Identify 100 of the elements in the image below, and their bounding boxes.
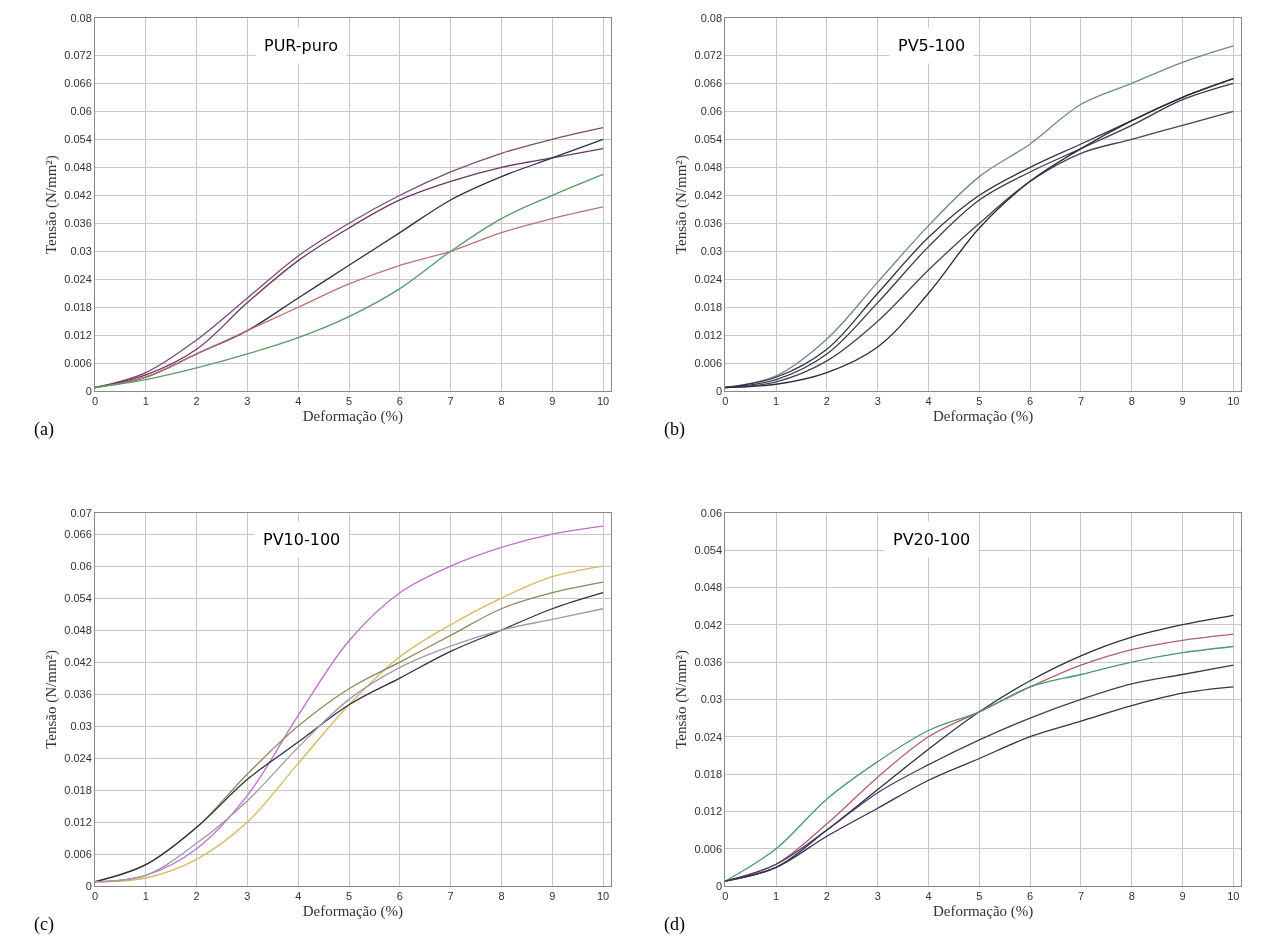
- y-tick-label: 0.066: [64, 527, 92, 540]
- y-tick-label: 0.006: [64, 847, 92, 860]
- y-tick-label: 0.06: [70, 105, 92, 118]
- x-tick-label: 9: [549, 395, 556, 408]
- x-tick-label: 4: [925, 890, 932, 903]
- x-tick-label: 4: [295, 395, 302, 408]
- x-tick-label: 8: [498, 395, 505, 408]
- y-tick-label: 0.03: [70, 719, 92, 732]
- text: (b): [664, 419, 685, 440]
- y-tick-label: 0.03: [70, 245, 92, 258]
- y-tick-label: 0.048: [64, 161, 92, 174]
- y-tick-label: 0.054: [64, 591, 92, 604]
- y-tick-label: 0.066: [694, 77, 723, 90]
- x-tick-label: 7: [1077, 395, 1085, 408]
- y-axis-title: Tensão (N/mm²): [672, 155, 690, 255]
- x-axis-title: Deformação (%): [932, 903, 1034, 921]
- y-tick-label: 0.024: [694, 730, 723, 743]
- x-tick-label: 5: [976, 395, 983, 408]
- x-tick-label: 2: [823, 395, 830, 408]
- y-tick-label: 0.03: [700, 693, 723, 706]
- y-tick-label: 0: [715, 385, 723, 398]
- y-axis-title: Tensão (N/mm²): [42, 649, 60, 749]
- y-tick-label: 0.03: [700, 245, 723, 258]
- x-axis-title: Deformação (%): [932, 408, 1034, 426]
- y-tick-label: 0.024: [64, 751, 92, 764]
- text: (a): [34, 419, 54, 440]
- x-tick-label: 3: [874, 395, 881, 408]
- y-tick-label: 0.012: [694, 805, 723, 818]
- x-tick-label: 9: [549, 890, 556, 903]
- y-tick-label: 0.012: [694, 329, 723, 342]
- x-tick-label: 1: [142, 395, 149, 408]
- y-tick-label: 0.042: [64, 655, 92, 668]
- y-tick-label: 0.08: [70, 11, 92, 24]
- y-axis-title: Tensão (N/mm²): [42, 155, 60, 255]
- x-tick-label: 2: [823, 890, 830, 903]
- x-tick-label: 6: [1027, 395, 1034, 408]
- x-tick-label: 10: [596, 890, 610, 903]
- y-tick-label: 0: [85, 879, 92, 892]
- x-tick-label: 10: [1227, 890, 1240, 903]
- y-tick-label: 0.07: [70, 506, 92, 519]
- x-tick-label: 3: [244, 395, 251, 408]
- x-tick-label: 6: [396, 890, 403, 903]
- y-tick-label: 0.042: [694, 189, 723, 202]
- x-tick-label: 9: [1179, 395, 1186, 408]
- y-tick-label: 0.048: [694, 161, 723, 174]
- y-tick-label: 0.018: [694, 301, 723, 314]
- y-tick-label: 0.054: [64, 133, 92, 146]
- x-tick-label: 10: [596, 395, 610, 408]
- y-tick-label: 0.024: [64, 273, 92, 286]
- y-tick-label: 0.024: [694, 273, 723, 286]
- y-tick-label: 0.054: [694, 543, 723, 556]
- y-tick-label: 0.036: [694, 217, 723, 230]
- y-tick-label: 0.018: [64, 783, 92, 796]
- y-tick-label: 0: [85, 385, 92, 398]
- y-tick-label: 0.072: [64, 49, 92, 62]
- x-tick-label: 4: [295, 890, 302, 903]
- y-tick-label: 0.012: [64, 329, 92, 342]
- x-tick-label: 6: [396, 395, 403, 408]
- x-tick-label: 10: [1227, 395, 1240, 408]
- x-tick-label: 8: [1128, 890, 1135, 903]
- y-tick-label: 0.036: [64, 687, 92, 700]
- x-tick-label: 9: [1179, 890, 1186, 903]
- x-tick-label: 3: [244, 890, 251, 903]
- y-tick-label: 0.06: [70, 559, 92, 572]
- text: PV5-100: [898, 36, 966, 55]
- y-tick-label: 0.036: [694, 655, 723, 668]
- y-tick-label: 0.042: [64, 189, 92, 202]
- x-tick-label: 7: [447, 395, 454, 408]
- y-tick-label: 0.048: [64, 623, 92, 636]
- y-axis-title: Tensão (N/mm²): [672, 649, 690, 749]
- x-axis-title: Deformação (%): [302, 903, 404, 921]
- y-tick-label: 0.018: [64, 301, 92, 314]
- x-tick-label: 5: [345, 890, 353, 903]
- y-tick-label: 0.06: [700, 506, 723, 519]
- x-tick-label: 6: [1027, 890, 1034, 903]
- x-tick-label: 1: [142, 890, 149, 903]
- y-tick-label: 0.06: [700, 105, 723, 118]
- y-tick-label: 0.072: [694, 49, 723, 62]
- y-tick-label: 0.08: [700, 11, 723, 24]
- y-tick-label: 0.036: [64, 217, 92, 230]
- y-tick-label: 0.006: [694, 357, 723, 370]
- y-tick-label: 0.018: [694, 767, 723, 780]
- x-tick-label: 2: [193, 395, 200, 408]
- x-tick-label: 2: [193, 890, 200, 903]
- x-axis-title: Deformação (%): [302, 408, 404, 426]
- y-tick-label: 0.012: [64, 815, 92, 828]
- x-tick-label: 7: [1077, 890, 1085, 903]
- x-tick-label: 8: [1128, 395, 1135, 408]
- text: PV20-100: [893, 530, 971, 549]
- y-tick-label: 0.054: [694, 133, 723, 146]
- y-tick-label: 0.006: [64, 357, 92, 370]
- text: (d): [664, 914, 685, 935]
- text: (c): [34, 914, 54, 935]
- y-tick-label: 0.042: [694, 618, 723, 631]
- x-tick-label: 4: [925, 395, 932, 408]
- x-tick-label: 7: [447, 890, 454, 903]
- x-tick-label: 8: [498, 890, 505, 903]
- x-tick-label: 1: [773, 395, 780, 408]
- x-tick-label: 1: [773, 890, 780, 903]
- text: PV10-100: [263, 530, 341, 549]
